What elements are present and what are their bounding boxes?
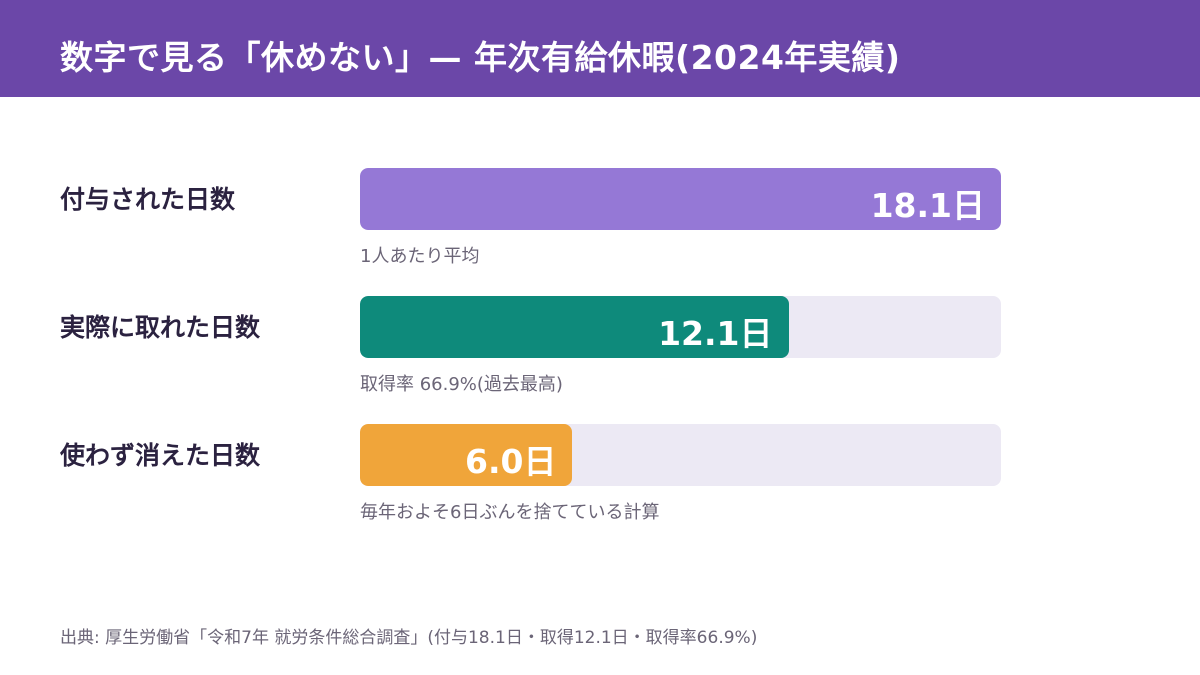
bar-track-taken: 12.1日 (360, 296, 1001, 358)
bar-note-granted: 1人あたり平均 (360, 246, 480, 267)
bar-granted: 18.1日 (360, 168, 1001, 230)
bar-taken: 12.1日 (360, 296, 789, 358)
bar-note-unused: 毎年およそ6日ぶんを捨てている計算 (360, 502, 660, 523)
bar-label-unused: 使わず消えた日数 (60, 441, 261, 470)
page-title: 数字で見る「休めない」— 年次有給休暇(2024年実績) (60, 38, 901, 77)
bar-value-unused: 6.0日 (465, 442, 557, 481)
header-banner: 数字で見る「休めない」— 年次有給休暇(2024年実績) (0, 0, 1200, 97)
bar-value-granted: 18.1日 (870, 186, 985, 225)
source-note: 出典: 厚生労働省「令和7年 就労条件総合調査」(付与18.1日・取得12.1日… (60, 628, 758, 648)
bar-label-granted: 付与された日数 (60, 185, 236, 214)
bar-unused: 6.0日 (360, 424, 573, 486)
bar-value-taken: 12.1日 (658, 314, 773, 353)
bar-note-taken: 取得率 66.9%(過去最高) (360, 374, 563, 395)
bar-label-taken: 実際に取れた日数 (60, 313, 261, 342)
bar-track-unused: 6.0日 (360, 424, 1001, 486)
bar-track-granted: 18.1日 (360, 168, 1001, 230)
